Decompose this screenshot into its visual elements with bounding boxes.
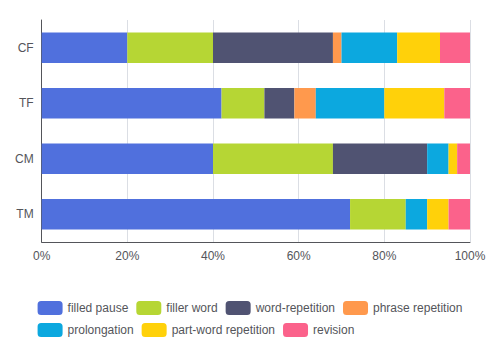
svg-text:100%: 100% [455, 249, 486, 263]
svg-text:40%: 40% [201, 249, 225, 263]
svg-text:0%: 0% [33, 249, 51, 263]
svg-text:phrase repetition: phrase repetition [373, 301, 462, 315]
svg-text:filled pause: filled pause [68, 301, 129, 315]
svg-text:TM: TM [16, 207, 33, 221]
svg-text:20%: 20% [115, 249, 139, 263]
svg-text:prolongation: prolongation [68, 323, 134, 337]
svg-text:TF: TF [19, 96, 34, 110]
svg-text:word-repetition: word-repetition [255, 301, 335, 315]
svg-text:60%: 60% [287, 249, 311, 263]
svg-text:filler word: filler word [166, 301, 217, 315]
svg-text:CF: CF [18, 41, 34, 55]
svg-text:revision: revision [313, 323, 354, 337]
svg-text:part-word repetition: part-word repetition [172, 323, 275, 337]
svg-text:80%: 80% [372, 249, 396, 263]
svg-text:CM: CM [15, 152, 34, 166]
